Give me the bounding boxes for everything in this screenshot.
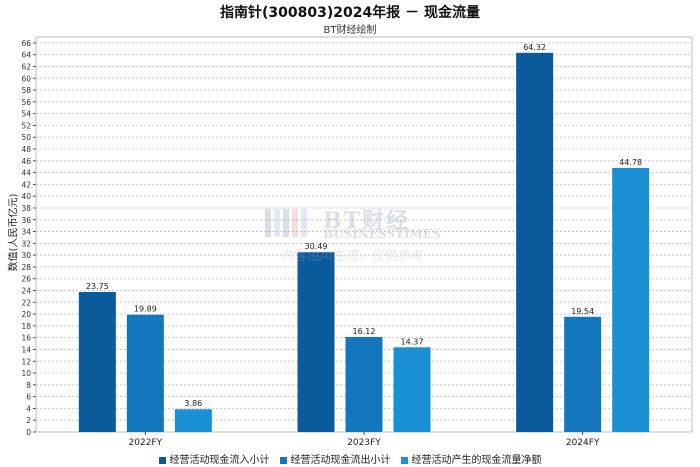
legend-swatch <box>400 456 408 464</box>
y-tick-label: 16 <box>21 334 31 343</box>
y-tick-label: 54 <box>21 110 31 119</box>
y-tick-label: 4 <box>26 404 31 413</box>
y-tick-label: 6 <box>26 393 31 402</box>
bar <box>297 252 335 432</box>
legend-swatch <box>158 456 166 464</box>
legend-item: 经营活动现金流入小计 <box>158 451 270 466</box>
data-label: 16.12 <box>353 327 376 336</box>
chart-legend: 经营活动现金流入小计 经营活动现金流出小计 经营活动产生的现金流量净额 <box>0 451 700 466</box>
y-tick-label: 32 <box>21 239 31 248</box>
data-label: 23.75 <box>86 282 109 291</box>
y-tick-label: 12 <box>21 357 31 366</box>
chart-subtitle: BT财经绘制 <box>323 25 377 36</box>
data-label: 44.78 <box>619 158 642 167</box>
chart-title: 指南针(300803)2024年报 － 现金流量 <box>220 5 480 21</box>
y-tick-label: 58 <box>21 86 31 95</box>
y-tick-label: 62 <box>21 62 31 71</box>
y-tick-label: 48 <box>21 145 31 154</box>
legend-label: 经营活动产生的现金流量净额 <box>411 455 542 466</box>
bar <box>516 52 554 433</box>
bar <box>612 167 650 432</box>
y-tick-label: 34 <box>21 228 31 237</box>
y-tick-label: 46 <box>21 157 31 166</box>
x-tick-label: 2023FY <box>347 438 381 448</box>
y-tick-label: 44 <box>21 169 31 178</box>
y-tick-label: 40 <box>21 192 31 201</box>
data-label: 19.54 <box>571 307 594 316</box>
legend-item: 经营活动现金流出小计 <box>279 451 391 466</box>
y-tick-label: 64 <box>21 51 31 60</box>
data-label: 19.89 <box>134 305 157 314</box>
bar <box>564 316 602 432</box>
y-tick-label: 36 <box>21 216 31 225</box>
watermark-note: 内容由AI生成，仅供参考 <box>281 249 424 264</box>
y-tick-label: 26 <box>21 275 31 284</box>
x-tick-label: 2022FY <box>129 438 163 448</box>
watermark: BT财经 BUSINESSTIMES 内容由AI生成，仅供参考 <box>265 203 445 264</box>
y-tick-label: 38 <box>21 204 31 213</box>
legend-item: 经营活动产生的现金流量净额 <box>400 451 542 466</box>
bar <box>393 347 431 432</box>
y-tick-label: 10 <box>21 369 31 378</box>
y-tick-label: 50 <box>21 133 31 142</box>
y-tick-label: 28 <box>21 263 31 272</box>
legend-swatch <box>279 456 287 464</box>
watermark-brand: BT财经 <box>323 208 410 234</box>
bar <box>174 409 212 432</box>
y-tick-label: 8 <box>26 381 31 390</box>
bar <box>345 336 383 432</box>
y-tick-label: 20 <box>21 310 31 319</box>
data-label: 30.49 <box>305 242 328 251</box>
y-tick-label: 24 <box>21 287 31 296</box>
data-label: 14.37 <box>401 337 424 346</box>
y-tick-label: 18 <box>21 322 31 331</box>
bar <box>126 314 164 432</box>
y-tick-label: 56 <box>21 98 31 107</box>
legend-label: 经营活动现金流出小计 <box>290 455 391 466</box>
x-tick-label: 2024FY <box>566 438 600 448</box>
data-label: 3.86 <box>184 399 202 408</box>
data-label: 64.32 <box>523 43 546 52</box>
y-tick-label: 42 <box>21 180 31 189</box>
legend-label: 经营活动现金流入小计 <box>169 455 270 466</box>
y-tick-label: 0 <box>26 428 31 437</box>
watermark-subtext: BUSINESSTIMES <box>323 227 441 241</box>
y-tick-label: 2 <box>26 416 31 425</box>
bt-logo-icon <box>265 209 307 237</box>
y-tick-label: 52 <box>21 121 31 130</box>
bar <box>78 291 116 432</box>
y-tick-label: 66 <box>21 39 31 48</box>
y-tick-label: 14 <box>21 345 31 354</box>
y-tick-label: 60 <box>21 74 31 83</box>
y-tick-label: 30 <box>21 251 31 260</box>
y-tick-label: 22 <box>21 298 31 307</box>
